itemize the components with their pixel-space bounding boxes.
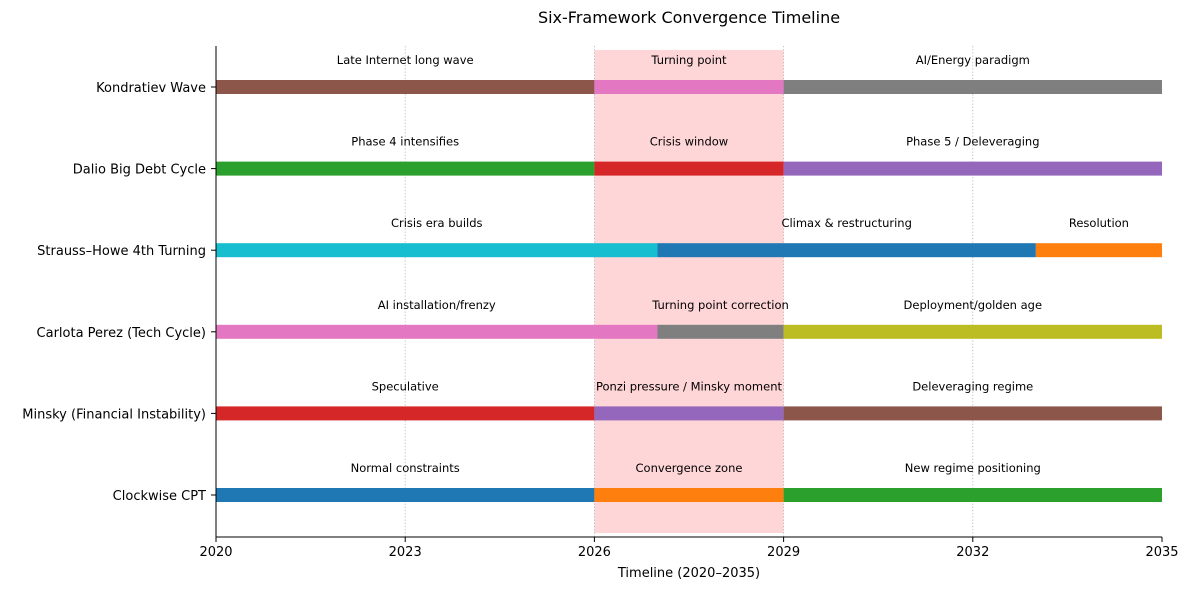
segment-label: Normal constraints <box>351 461 460 475</box>
segment-label: AI/Energy paradigm <box>916 53 1030 67</box>
segment-label: Turning point <box>650 53 727 67</box>
segment-label: Speculative <box>372 379 439 393</box>
timeline-segment-bar <box>783 324 1162 339</box>
timeline-segment-bar <box>594 488 784 502</box>
segment-label: AI installation/frenzy <box>378 298 496 312</box>
x-tick-label: 2026 <box>578 545 611 560</box>
segment-label: Convergence zone <box>636 461 743 475</box>
y-tick-label: Clockwise CPT <box>113 489 206 504</box>
timeline-segment-bar <box>216 161 595 176</box>
chart-title: Six-Framework Convergence Timeline <box>538 8 840 27</box>
timeline-segment-bar <box>783 161 1162 176</box>
timeline-segment-bar <box>216 488 595 502</box>
timeline-segment-bar <box>594 161 784 176</box>
segment-label: Ponzi pressure / Minsky moment <box>596 379 783 393</box>
timeline-segment-bar <box>1035 243 1162 258</box>
segment-label: Crisis era builds <box>391 216 483 230</box>
segment-label: Resolution <box>1069 216 1129 230</box>
x-axis-label: Timeline (2020–2035) <box>617 566 760 581</box>
timeline-segment-bar <box>216 80 595 94</box>
timeline-segment-bar <box>783 406 1162 421</box>
x-tick-label: 2020 <box>199 545 232 560</box>
segment-label-layer: Late Internet long wave Turning point AI/E… <box>337 53 1129 475</box>
segment-label: Deployment/golden age <box>904 298 1043 312</box>
x-tick-label: 2032 <box>956 545 989 560</box>
segment-label: Turning point correction <box>651 298 789 312</box>
segment-label: Crisis window <box>650 135 728 149</box>
x-tick-label: 2023 <box>389 545 422 560</box>
bar-layer <box>216 80 1162 502</box>
timeline-segment-bar <box>216 324 658 339</box>
y-tick-label: Carlota Perez (Tech Cycle) <box>37 326 206 341</box>
x-tick-label: 2035 <box>1145 545 1178 560</box>
y-tick-label: Minsky (Financial Instability) <box>22 407 206 422</box>
y-tick-label: Kondratiev Wave <box>96 81 206 96</box>
segment-label: Deleveraging regime <box>912 379 1033 393</box>
x-tick-label: 2029 <box>767 545 800 560</box>
segment-label: Phase 5 / Deleveraging <box>906 135 1039 149</box>
highlight-span <box>594 50 784 533</box>
timeline-segment-bar <box>216 243 658 258</box>
segment-label: Phase 4 intensifies <box>351 135 459 149</box>
timeline-segment-bar <box>657 243 1036 258</box>
y-tick-label: Dalio Big Debt Cycle <box>73 163 206 178</box>
timeline-segment-bar <box>594 406 784 421</box>
timeline-segment-bar <box>783 80 1162 94</box>
timeline-segment-bar <box>657 324 784 339</box>
timeline-segment-bar <box>594 80 784 94</box>
timeline-segment-bar <box>216 406 595 421</box>
y-tick-label: Strauss–Howe 4th Turning <box>37 244 206 259</box>
axis-layer: Kondratiev Wave Dalio Big Debt Cycle Strau… <box>22 46 1179 560</box>
segment-label: Late Internet long wave <box>337 53 474 67</box>
segment-label: Climax & restructuring <box>781 216 911 230</box>
timeline-segment-bar <box>783 488 1162 502</box>
segment-label: New regime positioning <box>905 461 1041 475</box>
highlight-span-layer <box>594 50 784 533</box>
